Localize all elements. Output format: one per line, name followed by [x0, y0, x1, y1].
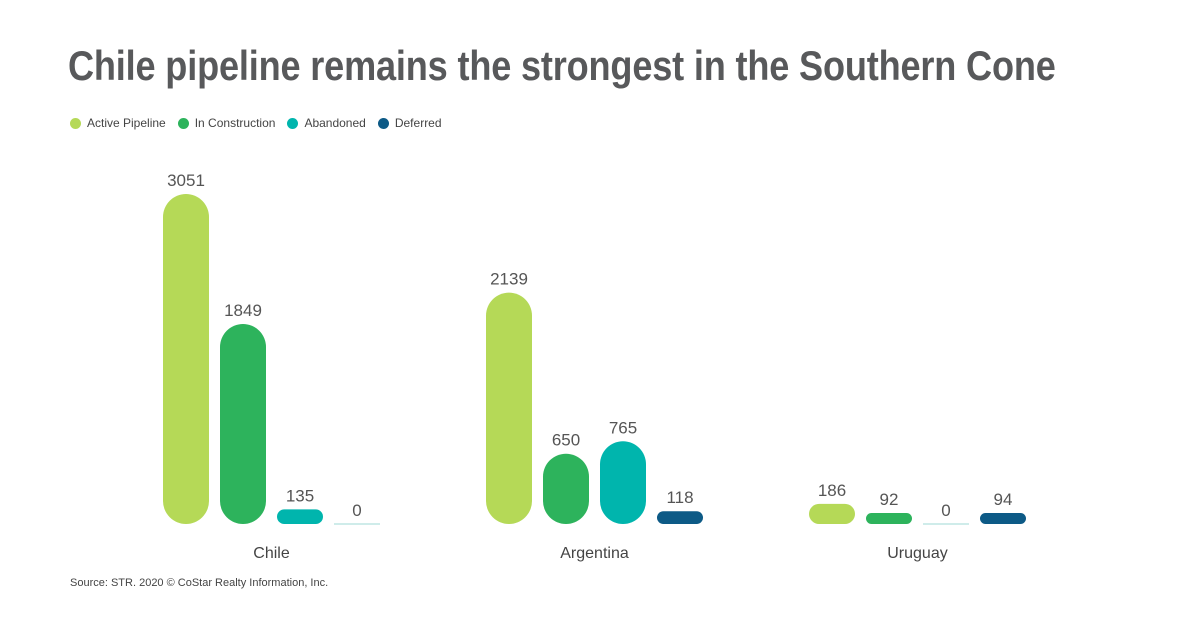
legend-label-deferred: Deferred [394, 116, 442, 130]
legend-swatch-deferred [377, 117, 389, 129]
data-label-uruguay-active-pipeline: 186 [818, 481, 846, 500]
bar-uruguay-deferred [980, 513, 1026, 524]
data-label-uruguay-abandoned: 0 [941, 501, 950, 520]
data-label-argentina-deferred: 118 [666, 488, 693, 507]
bar-uruguay-in-construction [866, 513, 912, 524]
bar-argentina-in-construction [543, 453, 589, 524]
data-label-uruguay-in-construction: 92 [880, 490, 899, 509]
data-label-chile-active-pipeline: 3051 [167, 171, 205, 190]
legend-item-deferred: Deferred [377, 116, 442, 130]
bar-argentina-abandoned [600, 441, 646, 524]
legend-item-abandoned: Abandoned [287, 116, 366, 130]
data-label-argentina-abandoned: 765 [609, 418, 637, 437]
bar-chile-abandoned [277, 509, 323, 524]
category-label-chile: Chile [253, 545, 290, 562]
legend-label-active-pipeline: Active Pipeline [87, 116, 166, 130]
bar-uruguay-active-pipeline [809, 503, 855, 524]
legend-swatch-abandoned [287, 117, 299, 129]
bar-chile-in-construction [220, 324, 266, 524]
data-label-uruguay-deferred: 94 [994, 490, 1013, 509]
bar-chile-active-pipeline [163, 194, 209, 524]
chart-legend: Active Pipeline In Construction Abandone… [70, 116, 442, 130]
legend-label-abandoned: Abandoned [304, 116, 366, 130]
chart-title: Chile pipeline remains the strongest in … [68, 42, 1056, 89]
data-label-argentina-active-pipeline: 2139 [490, 270, 528, 289]
legend-swatch-in-construction [177, 117, 189, 129]
data-label-argentina-in-construction: 650 [552, 431, 580, 450]
data-label-chile-abandoned: 135 [286, 486, 314, 505]
category-label-argentina: Argentina [560, 545, 629, 562]
legend-item-active-pipeline: Active Pipeline [70, 116, 166, 130]
legend-label-in-construction: In Construction [194, 116, 276, 130]
bar-argentina-active-pipeline [486, 292, 532, 524]
bar-argentina-deferred [657, 511, 703, 524]
legend-swatch-active-pipeline [70, 117, 81, 129]
category-label-uruguay: Uruguay [887, 545, 947, 562]
data-label-chile-deferred: 0 [352, 501, 361, 520]
data-label-chile-in-construction: 1849 [224, 301, 262, 320]
source-note: Source: STR. 2020 © CoStar Realty Inform… [70, 577, 329, 589]
legend-item-in-construction: In Construction [177, 116, 276, 130]
